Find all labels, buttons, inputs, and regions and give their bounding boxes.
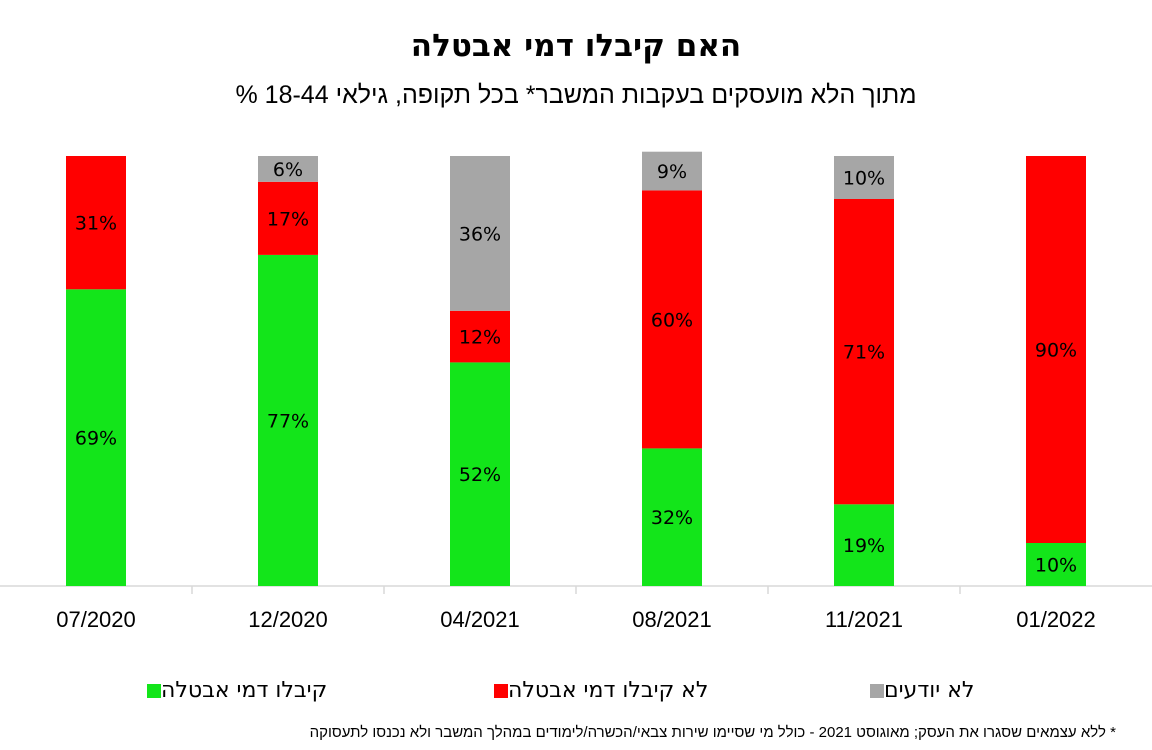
bar-segment xyxy=(258,156,318,182)
data-label: 10% xyxy=(843,168,885,190)
bar-segment xyxy=(642,448,702,586)
legend-swatch-dont-know xyxy=(870,683,884,698)
bar-segment xyxy=(66,289,126,586)
data-label: 69% xyxy=(75,428,117,450)
bar-segment xyxy=(1026,156,1086,543)
data-label: 36% xyxy=(459,223,501,245)
bar-segment xyxy=(834,199,894,505)
bar-segment xyxy=(258,254,318,586)
x-tick-label: 01/2022 xyxy=(1016,607,1096,632)
stacked-bar-chart: 69% 31% 07/2020 77% 17% 6% 12/2020 52% 12% 36% 04/… xyxy=(0,151,1152,632)
data-label: 71% xyxy=(843,342,885,364)
data-label: 31% xyxy=(75,213,117,235)
bar-segment xyxy=(258,181,318,255)
data-label: 10% xyxy=(1035,555,1077,577)
footnote: * ללא עצמאים שסגרו את העסק; מאוגוסט 2021… xyxy=(309,724,1116,741)
data-label: 60% xyxy=(651,309,693,331)
bar-segment xyxy=(1026,543,1086,586)
chart-legend: קיבלו דמי אבטלה לא קיבלו דמי אבטלה לא יו… xyxy=(0,678,1152,708)
chart-title: האם קיבלו דמי אבטלה xyxy=(410,28,742,64)
data-label: 6% xyxy=(273,159,303,181)
legend-label-dont-know: לא יודעים xyxy=(884,678,975,703)
bar-segment xyxy=(66,156,126,290)
bar-segment xyxy=(834,156,894,199)
data-label: 52% xyxy=(459,464,501,486)
x-tick-label: 11/2021 xyxy=(825,607,903,632)
bar-segment xyxy=(642,190,702,449)
data-label: 90% xyxy=(1035,340,1077,362)
bar-segment xyxy=(642,151,702,191)
legend-item-dont-know: לא יודעים xyxy=(870,678,982,703)
data-label: 9% xyxy=(657,161,687,183)
data-label: 19% xyxy=(843,535,885,557)
legend-item-received: קיבלו דמי אבטלה xyxy=(147,678,335,703)
data-label: 77% xyxy=(267,410,309,432)
x-tick-label: 08/2021 xyxy=(632,607,712,632)
data-label: 17% xyxy=(267,208,309,230)
bar-segment xyxy=(450,156,510,311)
data-label: 32% xyxy=(651,507,693,529)
chart-subtitle: % מתוך הלא מועסקים בעקבות המשבר* בכל תקו… xyxy=(235,81,917,109)
bar-segment xyxy=(450,362,510,586)
legend-label-received: קיבלו דמי אבטלה xyxy=(161,678,328,703)
legend-swatch-received xyxy=(147,683,161,698)
legend-swatch-not-received xyxy=(494,683,508,698)
x-tick-label: 07/2020 xyxy=(56,607,136,632)
data-label: 12% xyxy=(459,327,501,349)
x-tick-label: 12/2020 xyxy=(248,607,328,632)
bar-segment xyxy=(450,310,510,363)
bar-segment xyxy=(834,504,894,586)
legend-label-not-received: לא קיבלו דמי אבטלה xyxy=(508,678,709,703)
legend-item-not-received: לא קיבלו דמי אבטלה xyxy=(494,678,716,703)
x-tick-label: 04/2021 xyxy=(440,607,520,632)
